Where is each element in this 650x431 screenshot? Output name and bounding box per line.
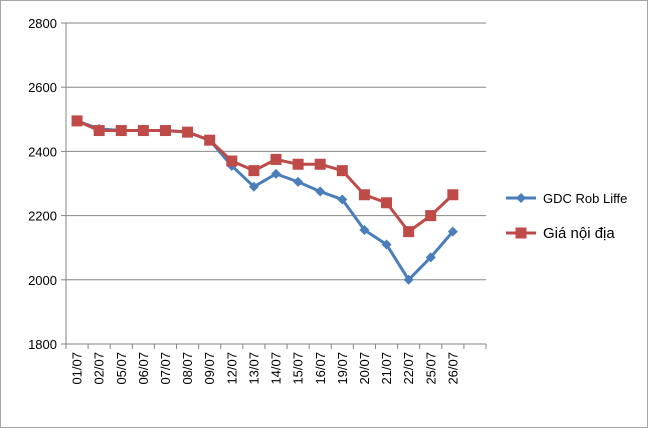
data-point: [182, 126, 194, 138]
data-point: [336, 165, 348, 177]
data-point: [248, 181, 259, 192]
data-point: [71, 115, 83, 127]
data-point: [403, 226, 415, 238]
data-point: [248, 165, 260, 177]
data-point: [292, 158, 304, 170]
x-tick-label: 16/07: [313, 352, 328, 385]
y-tick-label: 2600: [28, 80, 57, 95]
x-tick-label: 09/07: [202, 352, 217, 385]
data-point: [358, 189, 370, 201]
series-line: [76, 119, 454, 234]
y-tick-label: 2800: [28, 16, 57, 31]
x-tick-label: 22/07: [401, 352, 416, 385]
x-tick-label: 25/07: [423, 352, 438, 385]
y-tick-label: 2400: [28, 144, 57, 159]
data-point: [425, 252, 436, 263]
x-tick-label: 12/07: [224, 352, 239, 385]
x-tick-label: 06/07: [136, 352, 151, 385]
data-point: [447, 189, 459, 201]
x-tick-label: 02/07: [92, 352, 107, 385]
x-tick-label: 21/07: [379, 352, 394, 385]
data-point: [381, 239, 392, 250]
data-point: [137, 125, 149, 137]
data-point: [403, 274, 414, 285]
series-2: [71, 115, 459, 238]
x-tick-label: 15/07: [291, 352, 306, 385]
x-tick-label: 01/07: [70, 352, 85, 385]
y-tick-label: 2200: [28, 209, 57, 224]
gridlines: [66, 22, 486, 345]
data-point: [314, 158, 326, 170]
legend-item-1: GDC Rob Liffe: [506, 191, 627, 206]
data-point: [425, 210, 437, 222]
legend-marker: [516, 193, 526, 203]
y-tick-label: 2000: [28, 273, 57, 288]
legend-label: Giá nội địa: [543, 225, 615, 242]
x-tick-label: 14/07: [269, 352, 284, 385]
data-point: [270, 153, 282, 165]
data-point: [93, 125, 105, 137]
data-point: [315, 186, 326, 197]
axes: [61, 22, 487, 349]
data-point: [447, 226, 458, 237]
x-tick-label: 07/07: [158, 352, 173, 385]
data-point: [293, 176, 304, 187]
x-tick-label: 13/07: [246, 352, 261, 385]
x-tick-label: 26/07: [445, 352, 460, 385]
data-point: [381, 197, 393, 209]
legend: GDC Rob Liffe Giá nội địa: [506, 191, 627, 242]
series-1: [72, 115, 458, 285]
data-point: [159, 125, 171, 137]
x-tick-label: 05/07: [114, 352, 129, 385]
data-point: [226, 155, 238, 167]
x-axis-tick-labels: 01/07 02/07 05/07 06/07 07/07 08/07 09/07 12/07…: [70, 352, 461, 385]
series-line: [76, 119, 454, 282]
data-point: [204, 134, 216, 146]
legend-marker: [515, 227, 527, 239]
data-series: [71, 115, 459, 285]
legend-item-2: Giá nội địa: [506, 225, 615, 242]
data-point: [337, 194, 348, 205]
x-tick-label: 19/07: [335, 352, 350, 385]
data-point: [115, 125, 127, 137]
y-tick-label: 1800: [28, 337, 57, 352]
legend-label: GDC Rob Liffe: [543, 191, 627, 206]
y-axis-tick-labels: 1800 2000 2200 2400 2600 2800: [28, 16, 57, 352]
x-tick-label: 20/07: [357, 352, 372, 385]
data-point: [271, 168, 281, 179]
data-point: [359, 225, 370, 236]
x-tick-label: 08/07: [180, 352, 195, 385]
